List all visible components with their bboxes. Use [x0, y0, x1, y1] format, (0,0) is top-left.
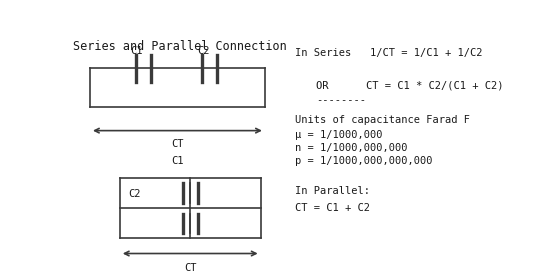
Text: In Series   1/CT = 1/C1 + 1/C2: In Series 1/CT = 1/C1 + 1/C2 — [295, 48, 482, 58]
Text: CT = C1 + C2: CT = C1 + C2 — [295, 203, 370, 213]
Text: CT: CT — [184, 263, 196, 273]
Text: CT: CT — [171, 139, 184, 149]
Text: OR      CT = C1 * C2/(C1 + C2): OR CT = C1 * C2/(C1 + C2) — [316, 80, 503, 90]
Text: C2: C2 — [197, 46, 209, 56]
Text: In Parallel:: In Parallel: — [295, 186, 370, 196]
Text: C1: C1 — [171, 156, 184, 166]
Text: Units of capacitance Farad F: Units of capacitance Farad F — [295, 115, 470, 125]
Text: Series and Parallel Connection: Series and Parallel Connection — [73, 40, 287, 53]
Text: p = 1/1000,000,000,000: p = 1/1000,000,000,000 — [295, 156, 432, 166]
Text: n = 1/1000,000,000: n = 1/1000,000,000 — [295, 143, 407, 153]
Text: μ = 1/1000,000: μ = 1/1000,000 — [295, 130, 382, 140]
Text: --------: -------- — [316, 95, 366, 106]
Text: C1: C1 — [130, 46, 142, 56]
Text: C2: C2 — [129, 189, 141, 199]
